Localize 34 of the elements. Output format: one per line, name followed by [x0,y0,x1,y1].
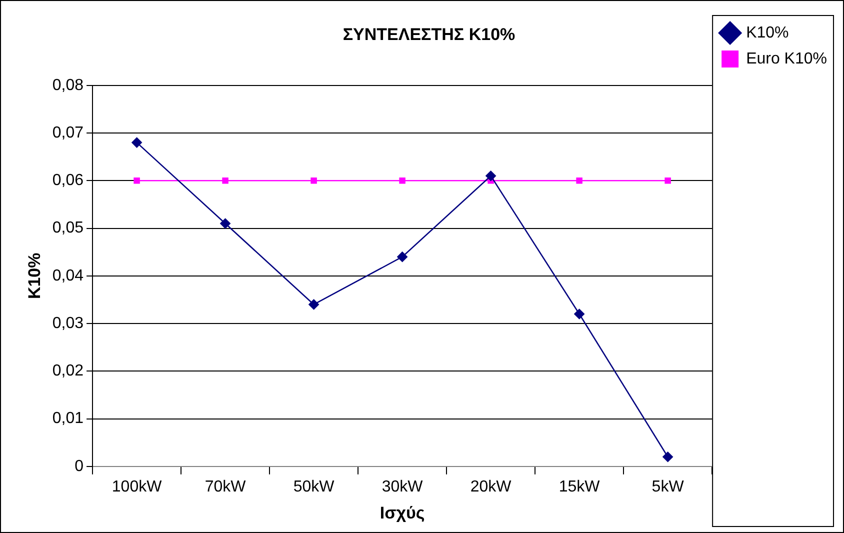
y-tick-label: 0,02 [52,362,84,380]
point [576,178,582,184]
point [220,218,230,229]
y-tick-label: 0,06 [52,172,84,190]
y-tick-label: 0 [74,458,84,475]
point [399,178,406,184]
x-tick-label: 20kW [470,478,512,496]
point [132,137,142,148]
x-axis-title: Ισχύς [380,503,425,522]
point [397,252,408,262]
point [222,178,228,184]
y-tick-label: 0,08 [52,76,84,94]
x-tick-label: 15kW [558,478,601,496]
point [486,170,496,182]
point [134,178,140,184]
point [308,299,319,310]
legend-label: Euro K10% [746,50,827,68]
y-tick-label: 0,03 [52,314,84,332]
x-tick-label: 70kW [204,478,247,496]
y-tick-label: 0,07 [52,124,84,142]
x-tick-label: 30kW [382,478,424,496]
y-axis-title: K10% [24,252,44,300]
legend-label: K10% [746,24,789,42]
point [664,178,671,184]
y-tick-label: 0,05 [52,220,84,237]
point [574,308,584,320]
y-tick-label: 0,04 [52,267,84,284]
x-tick-label: 5kW [652,478,685,496]
y-tick-label: 0,01 [52,410,84,428]
point [310,178,317,184]
chart-title: ΣΥΝΤΕΛΕΣΤΗΣ K10% [342,24,516,44]
x-tick-label: 50kW [293,478,336,496]
x-tick-label: 100kW [112,478,163,496]
point [662,452,673,462]
